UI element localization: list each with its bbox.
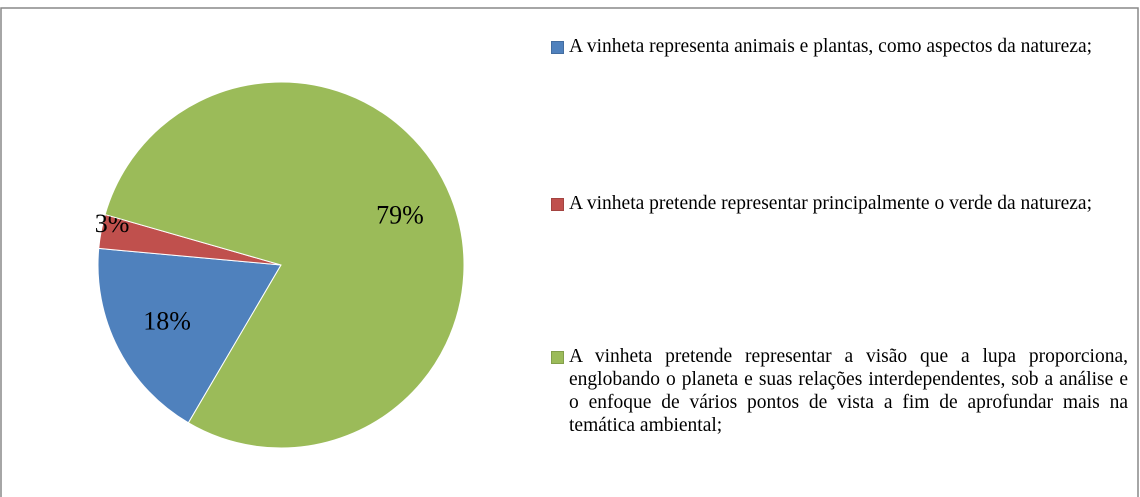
legend-label: A vinheta representa animais e plantas, …: [569, 36, 1093, 57]
pie-slice: [104, 81, 465, 449]
legend-item: A vinheta pretende representar principal…: [551, 192, 1128, 215]
legend-swatch: [551, 41, 564, 54]
legend-item: A vinheta representa animais e plantas, …: [551, 35, 1128, 58]
legend-label: A vinheta pretende representar a visão q…: [569, 346, 1128, 436]
legend-swatch: [551, 198, 564, 211]
legend-swatch: [551, 351, 564, 364]
data-label: 18%: [143, 307, 191, 336]
legend-label: A vinheta pretende representar principal…: [569, 193, 1092, 214]
data-label: 79%: [376, 200, 424, 229]
pie-slice: [97, 247, 282, 424]
legend-item: A vinheta pretende representar a visão q…: [551, 345, 1128, 437]
